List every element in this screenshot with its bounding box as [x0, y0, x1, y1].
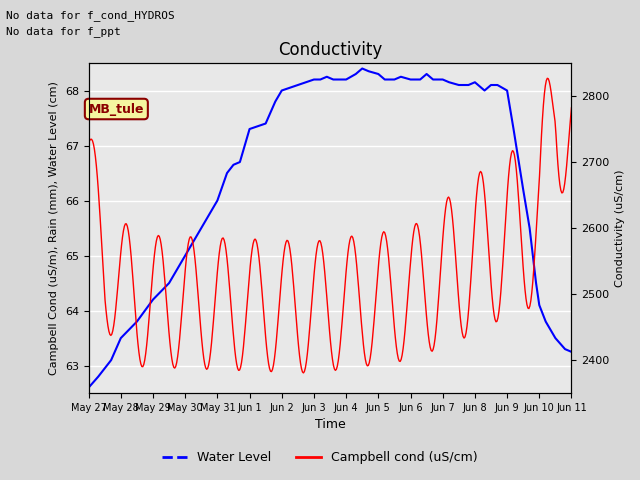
Campbell cond (uS/cm) [568, 105, 575, 110]
Campbell cond (uS/cm) [318, 244, 326, 250]
Water Level [429, 77, 437, 83]
Campbell cond (uS/cm) [558, 190, 566, 196]
X-axis label: Time: Time [315, 419, 346, 432]
Water Level [262, 120, 269, 126]
Water Level [568, 349, 575, 355]
Water Level [532, 280, 540, 286]
Text: No data for f_cond_HYDROS: No data for f_cond_HYDROS [6, 10, 175, 21]
Campbell cond (uS/cm) [315, 238, 323, 244]
Campbell cond (uS/cm) [373, 280, 381, 286]
Campbell cond (uS/cm) [481, 200, 489, 205]
Title: Conductivity: Conductivity [278, 41, 382, 59]
Text: MB_tule: MB_tule [88, 103, 144, 116]
Water Level [487, 82, 495, 88]
Legend: Water Level, Campbell cond (uS/cm): Water Level, Campbell cond (uS/cm) [157, 446, 483, 469]
Campbell cond (uS/cm) [347, 234, 355, 240]
Water Level [417, 77, 424, 83]
Line: Campbell cond (uS/cm): Campbell cond (uS/cm) [88, 78, 572, 373]
Campbell cond (uS/cm) [84, 141, 92, 146]
Water Level [358, 66, 366, 72]
Y-axis label: Conductivity (uS/cm): Conductivity (uS/cm) [615, 169, 625, 287]
Water Level [84, 385, 92, 391]
Campbell cond (uS/cm) [543, 75, 551, 81]
Line: Water Level: Water Level [88, 69, 572, 388]
Text: No data for f_ppt: No data for f_ppt [6, 26, 121, 37]
Y-axis label: Campbell Cond (uS/m), Rain (mm), Water Level (cm): Campbell Cond (uS/m), Rain (mm), Water L… [49, 81, 59, 375]
Campbell cond (uS/cm) [300, 370, 307, 376]
Water Level [406, 77, 414, 83]
